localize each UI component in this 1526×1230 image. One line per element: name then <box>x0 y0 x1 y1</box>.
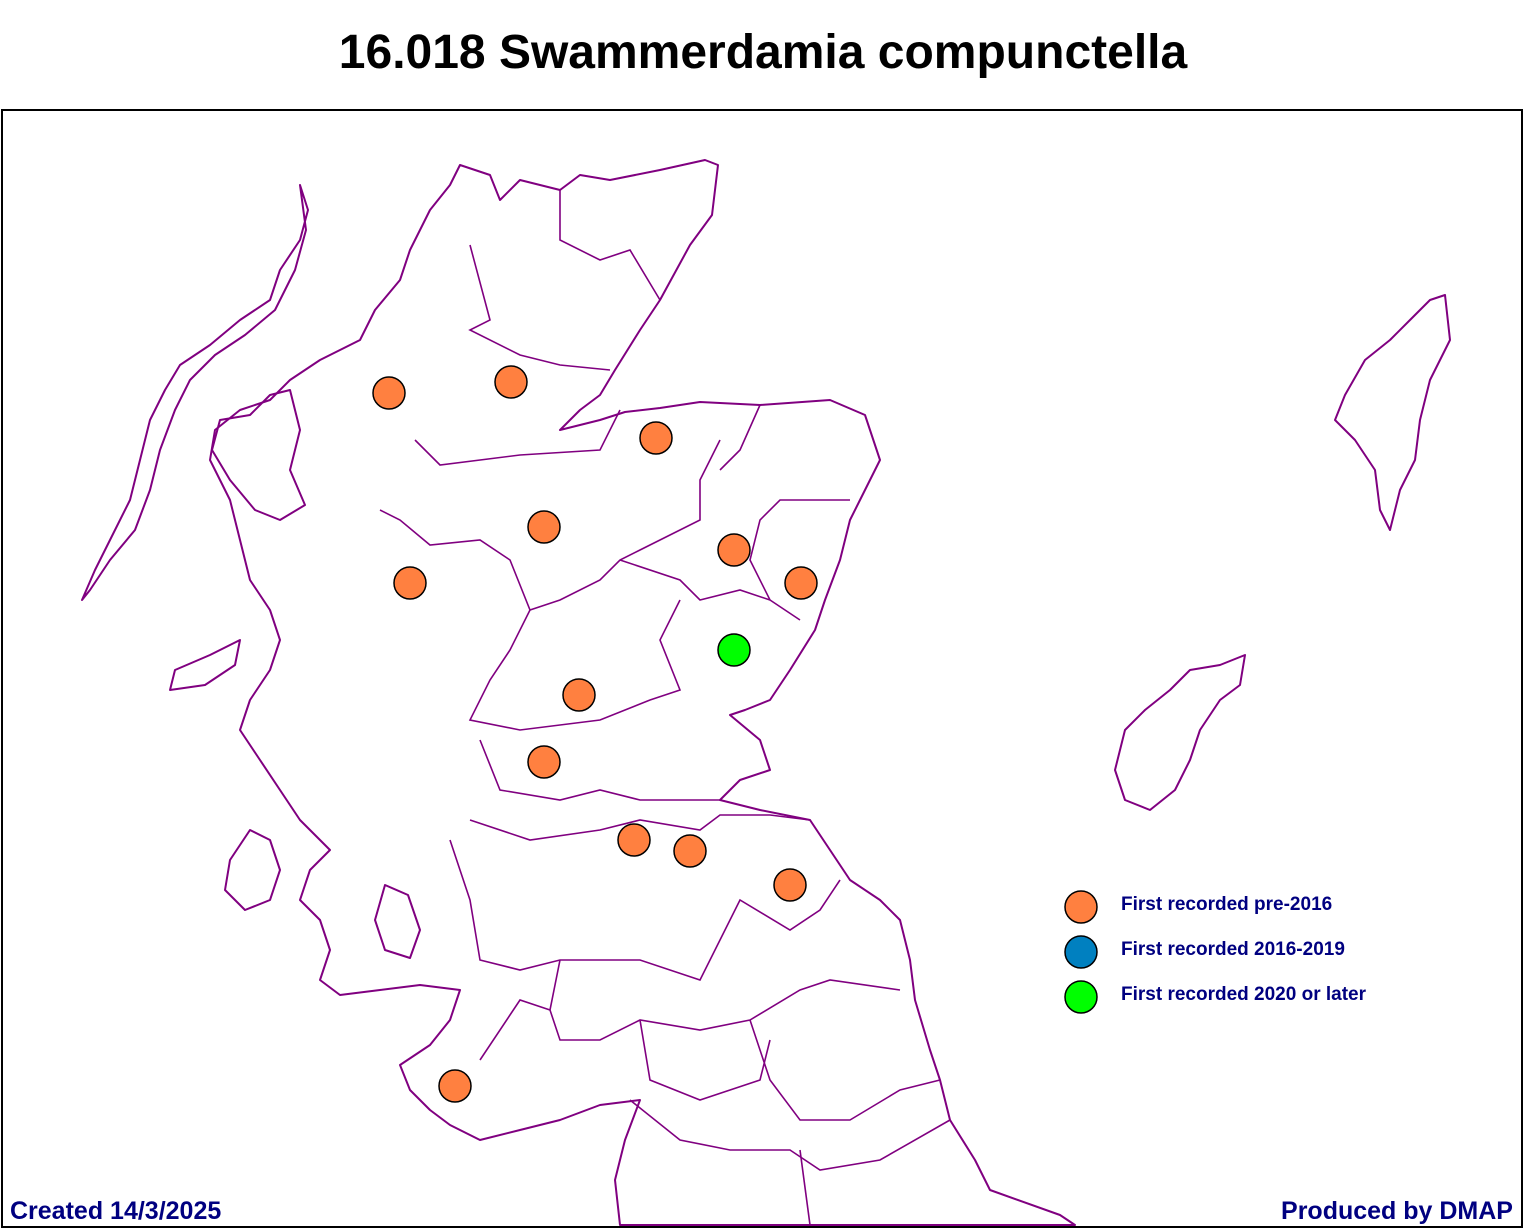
legend: First recorded pre-2016 First recorded 20… <box>1064 890 1367 1014</box>
shetland <box>1334 294 1451 531</box>
record-dot <box>639 421 673 455</box>
record-dot <box>494 365 528 399</box>
legend-label: First recorded 2016-2019 <box>1121 939 1345 960</box>
skye <box>211 389 306 521</box>
map-frame <box>1 109 1523 1228</box>
outer-hebrides <box>81 184 309 601</box>
record-dot <box>773 868 807 902</box>
kintyre <box>224 829 281 911</box>
mainland <box>209 159 1076 1226</box>
record-dot <box>393 566 427 600</box>
record-dot <box>617 823 651 857</box>
mull <box>169 639 241 691</box>
record-dot <box>527 745 561 779</box>
legend-marker <box>1064 980 1098 1014</box>
orkney <box>1114 654 1246 811</box>
record-dot <box>372 376 406 410</box>
legend-label: First recorded pre-2016 <box>1121 894 1332 915</box>
legend-label: First recorded 2020 or later <box>1121 984 1367 1005</box>
record-dot <box>717 633 751 667</box>
records <box>372 365 818 1103</box>
arran <box>374 884 421 959</box>
map-title: 16.018 Swammerdamia compunctella <box>339 26 1188 79</box>
record-dot <box>527 510 561 544</box>
record-dot <box>438 1069 472 1103</box>
vice-county-boundaries <box>379 190 951 1226</box>
legend-marker <box>1064 935 1098 969</box>
legend-marker <box>1064 890 1098 924</box>
created-date: Created 14/3/2025 <box>10 1197 221 1225</box>
record-dot <box>673 834 707 868</box>
record-dot <box>784 566 818 600</box>
coastline <box>81 159 1451 1226</box>
record-dot <box>717 533 751 567</box>
producer: Produced by DMAP <box>1281 1197 1513 1225</box>
record-dot <box>562 678 596 712</box>
